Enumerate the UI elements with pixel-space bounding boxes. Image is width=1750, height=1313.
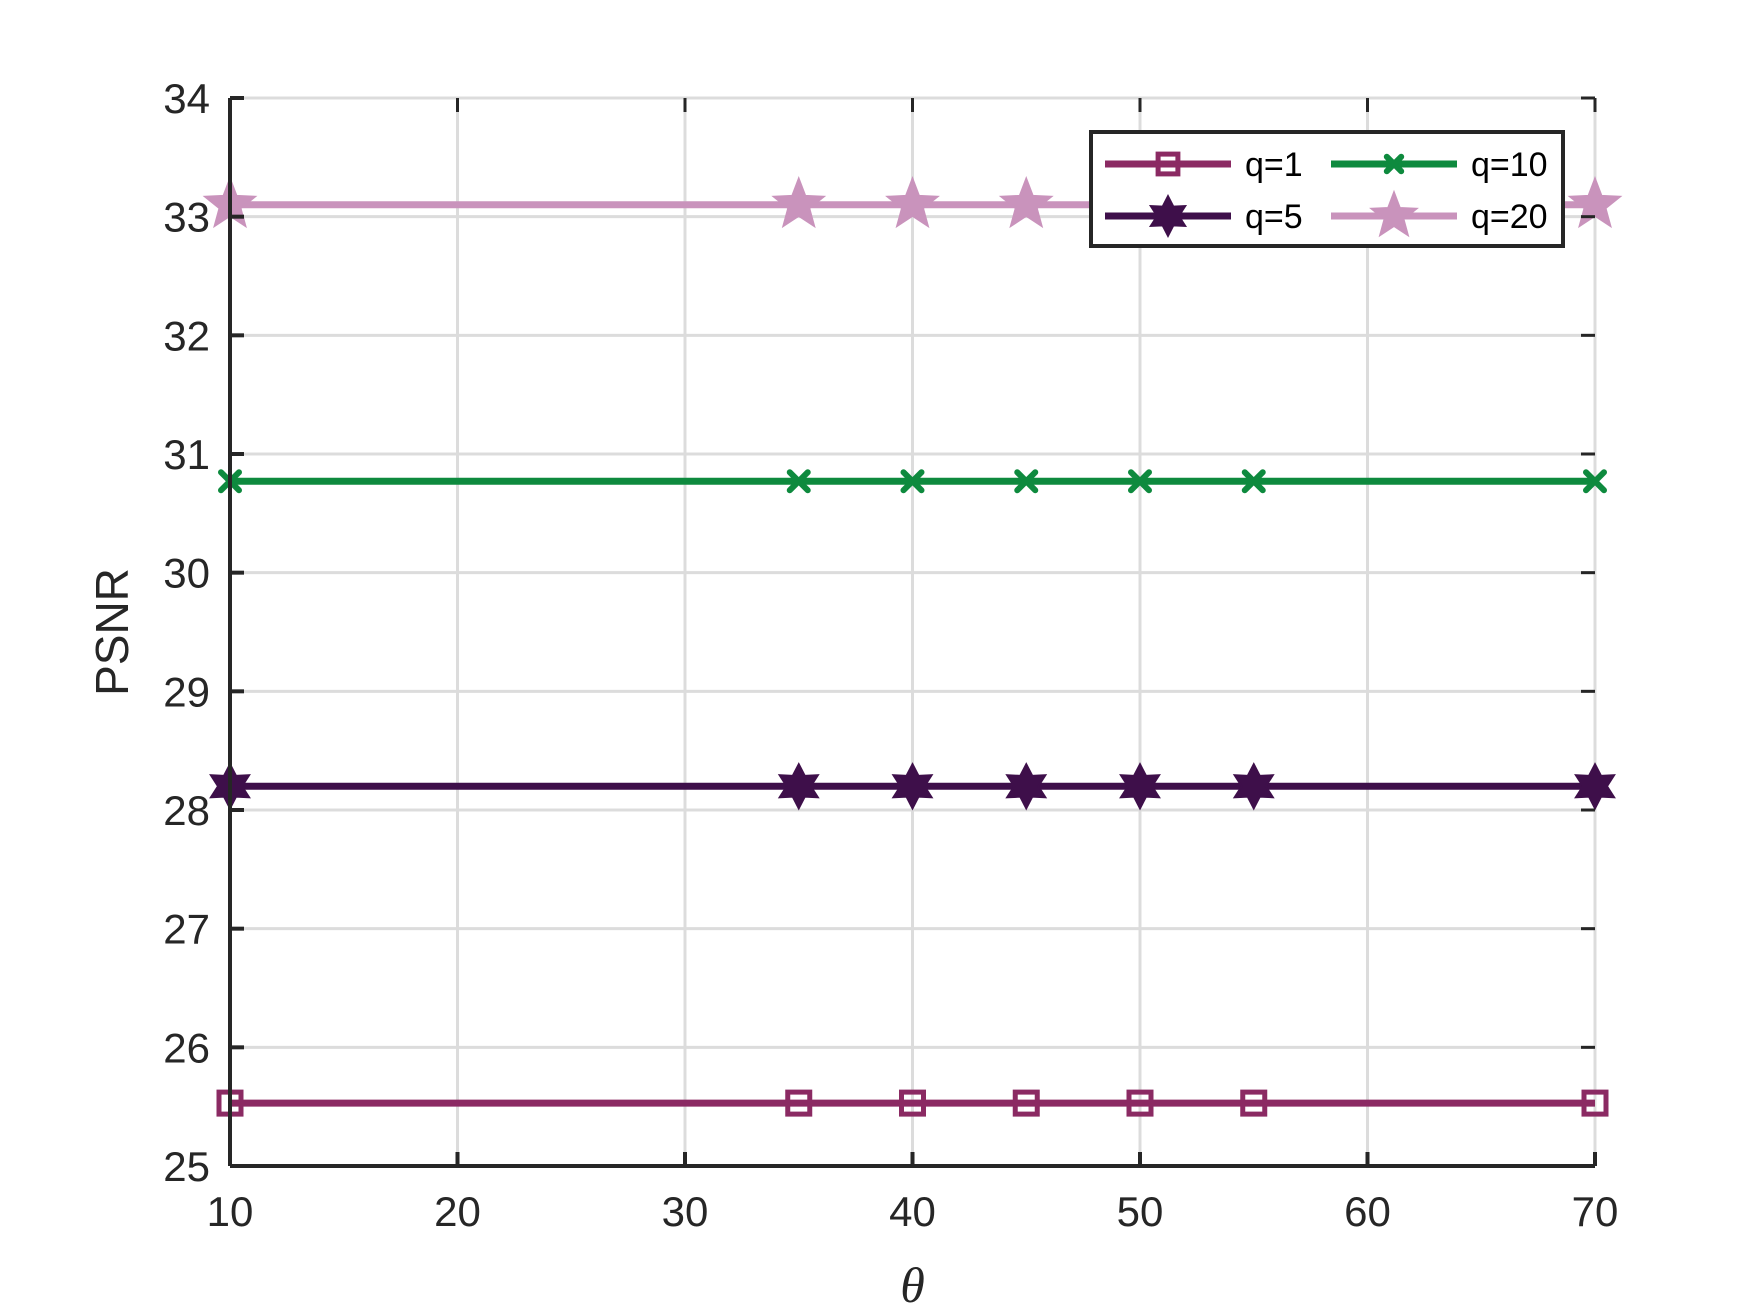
data-point-q=1 [785, 1089, 813, 1117]
data-point-q=10 [1241, 469, 1266, 494]
data-point-q=5 [1119, 762, 1161, 811]
legend-marker-stroke-b [1383, 153, 1405, 175]
legend-label: q=20 [1471, 198, 1548, 236]
legend-item-q=5: q=5 [1105, 194, 1303, 238]
data-point-q=1 [1240, 1089, 1268, 1117]
data-point-q=10 [786, 469, 811, 494]
axes [228, 96, 1597, 1168]
legend-label: q=10 [1471, 146, 1548, 184]
data-point-q=1 [899, 1089, 926, 1117]
legend-label: q=5 [1245, 198, 1303, 236]
grid-lines [228, 96, 1597, 1168]
y-axis-label: PSNR [86, 568, 138, 696]
y-tick-label: 26 [163, 1024, 210, 1071]
x-tick-label: 30 [662, 1188, 709, 1235]
legend-item-q=1: q=1 [1105, 146, 1303, 184]
legend-marker [1155, 151, 1181, 177]
y-tick-label: 33 [163, 194, 210, 241]
data-point-q=1 [1126, 1089, 1154, 1117]
data-point-q=10 [1583, 469, 1607, 494]
x-tick-label: 20 [434, 1188, 481, 1235]
tick-labels: 10 20 30 40 50 60 70 25 26 27 28 29 30 31 32 33 34 [163, 75, 1618, 1235]
data-point-q=10 [900, 469, 925, 494]
y-tick-label: 25 [163, 1143, 210, 1190]
x-tick-label: 10 [207, 1188, 254, 1235]
y-tick-label: 28 [163, 787, 210, 834]
y-tick-label: 27 [163, 906, 210, 953]
legend-marker [1383, 153, 1405, 175]
x-tick-label: 60 [1344, 1188, 1391, 1235]
data-point-q=10-stroke-b [1583, 469, 1607, 494]
x-tick-label: 50 [1117, 1188, 1164, 1235]
series-q=1 [216, 1089, 1609, 1117]
data-point-q=20 [771, 175, 827, 229]
y-tick-label: 34 [163, 75, 210, 122]
data-point-q=5 [777, 762, 820, 811]
data-point-q=1 [1581, 1089, 1609, 1117]
data-point-q=5 [1574, 762, 1616, 811]
data-point-q=10-stroke-b [1014, 469, 1039, 494]
y-tick-label: 30 [163, 550, 210, 597]
series-q=5 [209, 762, 1616, 811]
series-q=10 [218, 469, 1607, 494]
y-tick-label: 29 [163, 668, 210, 715]
data-point-q=10 [1128, 469, 1152, 494]
data-point-q=10-stroke-b [1241, 469, 1266, 494]
data-point-q=10-stroke-b [1128, 469, 1152, 494]
data-point-q=20 [998, 175, 1054, 229]
legend-item-q=10: q=10 [1331, 146, 1548, 184]
x-tick-label: 70 [1572, 1188, 1619, 1235]
legend-marker [1369, 189, 1419, 238]
data-point-q=5 [1005, 762, 1048, 811]
x-axis-label: θ [900, 1257, 925, 1313]
data-point-q=5 [1232, 762, 1275, 811]
data-point-q=5 [891, 762, 934, 811]
legend-marker [1148, 194, 1188, 238]
x-tick-label: 40 [889, 1188, 936, 1235]
legend-item-q=20: q=20 [1331, 189, 1548, 238]
data-point-q=10 [1014, 469, 1039, 494]
y-tick-label: 31 [163, 431, 210, 478]
legend-label: q=1 [1245, 146, 1303, 184]
data-point-q=1 [1012, 1089, 1040, 1117]
y-tick-label: 32 [163, 312, 210, 359]
legend-box [1089, 130, 1565, 248]
legend: q=1 q=5 q=10 q=20 [1089, 130, 1565, 248]
data-point-q=10-stroke-b [900, 469, 925, 494]
data-point-q=10-stroke-b [786, 469, 811, 494]
data-point-q=20 [885, 175, 940, 229]
